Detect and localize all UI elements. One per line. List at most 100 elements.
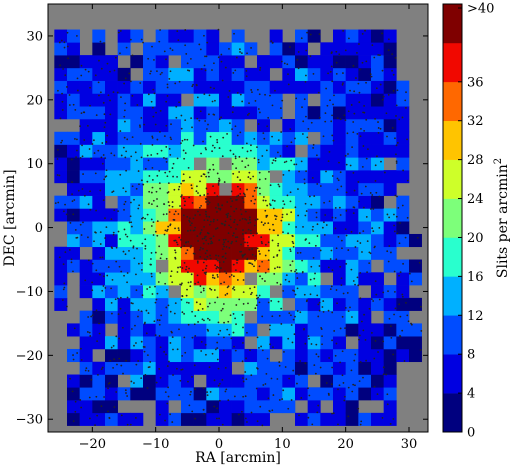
slit-point bbox=[179, 379, 182, 382]
heatmap-cell bbox=[358, 387, 372, 401]
slit-point bbox=[250, 411, 253, 414]
slit-point bbox=[281, 207, 284, 210]
slit-point bbox=[256, 297, 258, 300]
heatmap-cell bbox=[105, 400, 118, 414]
slit-point bbox=[386, 393, 389, 396]
slit-point bbox=[344, 327, 346, 330]
slit-point bbox=[163, 156, 165, 159]
slit-point bbox=[315, 216, 318, 219]
slit-point bbox=[203, 258, 206, 261]
heatmap-cell bbox=[206, 208, 220, 222]
heatmap-cell bbox=[54, 131, 68, 145]
slit-point bbox=[61, 92, 63, 95]
colorbar-segment bbox=[443, 4, 462, 44]
slit-point bbox=[130, 225, 133, 228]
slit-point bbox=[218, 118, 221, 121]
slit-point bbox=[265, 372, 268, 375]
heatmap-cell bbox=[345, 29, 359, 43]
heatmap-cell bbox=[371, 323, 384, 337]
slit-point bbox=[256, 247, 259, 250]
slit-point bbox=[244, 218, 247, 220]
heatmap-cell bbox=[345, 374, 359, 388]
slit-point bbox=[202, 387, 205, 389]
slit-point bbox=[214, 206, 217, 209]
heatmap-cell bbox=[333, 118, 346, 133]
slit-point bbox=[135, 187, 138, 190]
slit-point bbox=[379, 127, 382, 130]
heatmap-cell bbox=[307, 259, 321, 273]
heatmap-cell bbox=[282, 323, 296, 337]
slit-point bbox=[197, 240, 199, 242]
slit-point bbox=[318, 33, 321, 36]
slit-point bbox=[61, 299, 64, 301]
slit-point bbox=[143, 350, 146, 353]
heatmap-cell bbox=[257, 144, 270, 158]
slit-point bbox=[197, 192, 199, 194]
slit-point bbox=[124, 389, 127, 392]
slit-point bbox=[327, 72, 329, 75]
slit-point bbox=[262, 384, 265, 386]
slit-point bbox=[144, 245, 147, 247]
slit-point bbox=[305, 49, 308, 52]
slit-point bbox=[236, 223, 239, 226]
slit-point bbox=[264, 209, 267, 212]
heatmap-cell bbox=[92, 170, 106, 184]
slit-point bbox=[199, 213, 201, 216]
slit-point bbox=[216, 219, 219, 221]
slit-point bbox=[169, 310, 172, 313]
heatmap-cell bbox=[130, 131, 144, 145]
slit-point bbox=[287, 83, 290, 86]
slit-point bbox=[183, 138, 186, 141]
heatmap-cell bbox=[79, 412, 93, 426]
slit-point bbox=[188, 69, 191, 72]
heatmap-cell bbox=[383, 144, 397, 158]
heatmap-cell bbox=[181, 323, 194, 337]
slit-point bbox=[328, 200, 331, 203]
slit-point bbox=[169, 70, 172, 73]
slit-point bbox=[137, 315, 139, 318]
slit-point bbox=[87, 316, 90, 318]
slit-point bbox=[232, 263, 235, 266]
heatmap-cell bbox=[333, 55, 346, 69]
slit-point bbox=[244, 241, 246, 244]
slit-point bbox=[133, 198, 135, 201]
slit-point bbox=[185, 265, 188, 268]
slit-point bbox=[214, 228, 217, 230]
slit-point bbox=[198, 206, 201, 209]
slit-point bbox=[154, 285, 156, 288]
slit-point bbox=[218, 180, 221, 182]
heatmap-cell bbox=[345, 42, 359, 56]
slit-point bbox=[103, 113, 106, 116]
slit-point bbox=[276, 281, 279, 284]
heatmap-cell bbox=[168, 246, 182, 260]
heatmap-cell bbox=[143, 387, 156, 401]
slit-point bbox=[185, 252, 187, 255]
slit-point bbox=[254, 219, 257, 221]
slit-point bbox=[357, 181, 360, 183]
slit-point bbox=[359, 271, 362, 274]
slit-point bbox=[347, 415, 350, 418]
heatmap-cell bbox=[181, 157, 194, 171]
heatmap-cell bbox=[155, 374, 169, 388]
slit-point bbox=[276, 253, 279, 256]
slit-point bbox=[176, 367, 178, 370]
slit-point bbox=[242, 395, 245, 398]
slit-point bbox=[199, 233, 202, 235]
slit-point bbox=[142, 346, 145, 348]
heatmap-cell bbox=[396, 208, 410, 222]
slit-point bbox=[296, 287, 299, 290]
heatmap-cell bbox=[206, 272, 220, 286]
slit-point bbox=[58, 174, 61, 177]
slit-point bbox=[286, 63, 289, 66]
slit-point bbox=[170, 270, 173, 273]
slit-point bbox=[186, 249, 189, 252]
slit-point bbox=[402, 169, 405, 172]
slit-point bbox=[295, 97, 298, 100]
slit-point bbox=[95, 231, 97, 234]
slit-point bbox=[360, 420, 363, 423]
slit-point bbox=[381, 69, 384, 72]
slit-point bbox=[382, 95, 385, 98]
slit-point bbox=[281, 213, 284, 216]
heatmap-cell bbox=[193, 310, 207, 324]
slit-point bbox=[94, 74, 97, 77]
